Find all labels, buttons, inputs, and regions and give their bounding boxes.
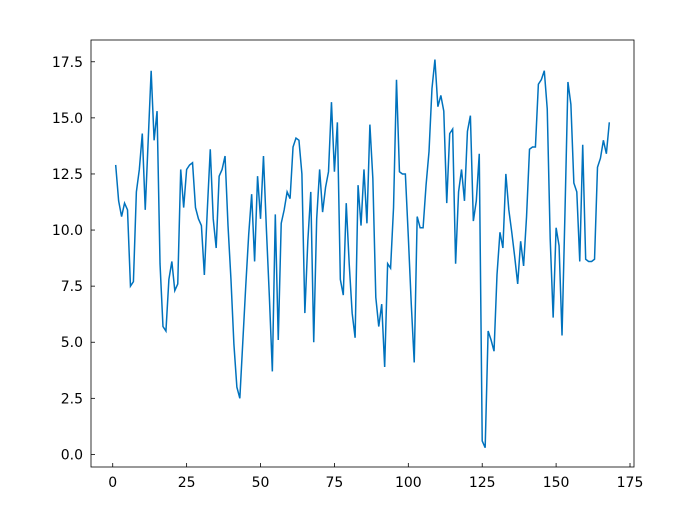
y-tick-label: 5.0 [61, 335, 83, 351]
y-tick-label: 10.0 [52, 223, 83, 239]
data-line [114, 59, 611, 449]
x-tick-label: 0 [108, 475, 117, 491]
y-tick-label: 0.0 [61, 447, 83, 463]
y-tick-label: 12.5 [52, 167, 83, 183]
x-tick-label: 175 [617, 475, 644, 491]
x-tick-label: 125 [469, 475, 496, 491]
x-tick-label: 25 [178, 475, 196, 491]
y-tick-label: 15.0 [52, 111, 83, 127]
y-tick-label: 2.5 [61, 391, 83, 407]
y-tick-label: 7.5 [61, 279, 83, 295]
x-tick-label: 50 [252, 475, 270, 491]
plot-frame [90, 39, 635, 468]
x-tick-label: 100 [395, 475, 422, 491]
y-tick-label: 17.5 [52, 55, 83, 71]
x-tick-label: 150 [543, 475, 570, 491]
x-tick-label: 75 [326, 475, 344, 491]
